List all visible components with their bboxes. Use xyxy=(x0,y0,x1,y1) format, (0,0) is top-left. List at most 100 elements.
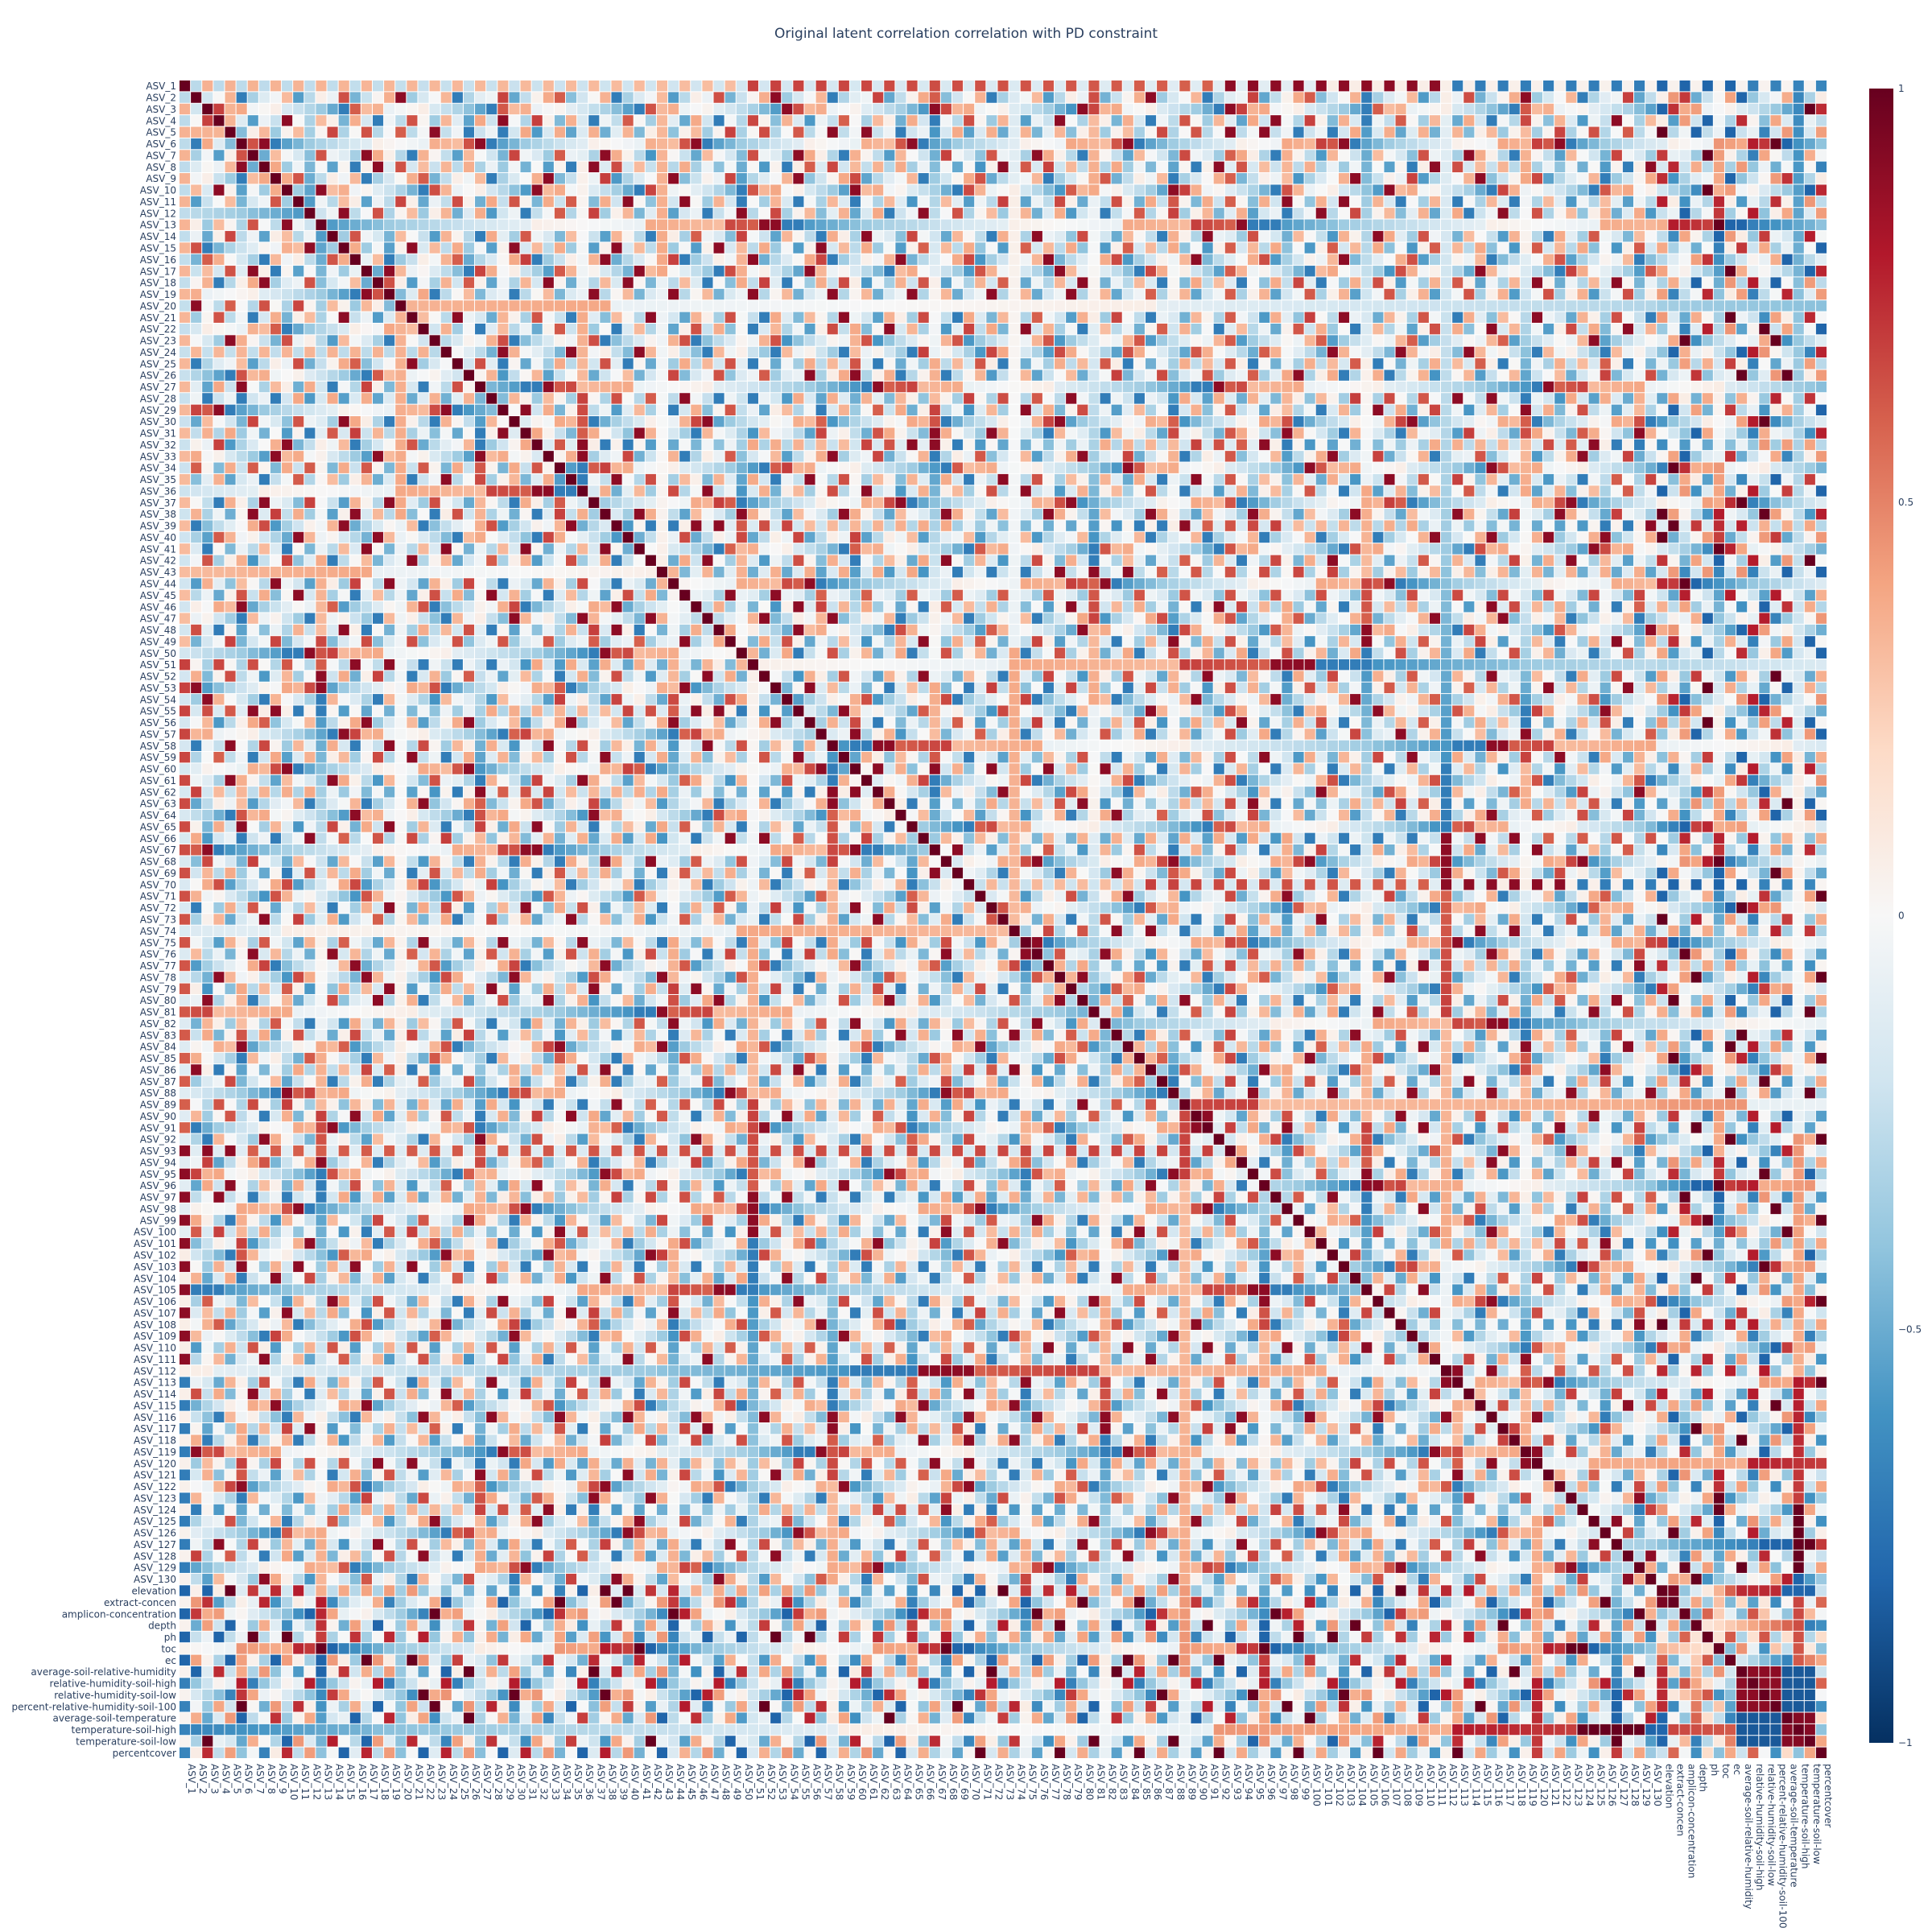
heatmap-cell xyxy=(1407,208,1418,218)
heatmap-cell xyxy=(1691,104,1702,114)
heatmap-cell xyxy=(611,231,621,242)
heatmap-cell xyxy=(259,440,270,450)
heatmap-cell xyxy=(1657,277,1667,287)
heatmap-cell xyxy=(1134,312,1145,323)
heatmap-cell xyxy=(623,220,634,230)
heatmap-cell xyxy=(1418,335,1429,345)
heatmap-cell xyxy=(828,416,838,427)
heatmap-cell xyxy=(782,92,792,102)
heatmap-cell xyxy=(816,451,827,461)
heatmap-cell xyxy=(373,277,383,287)
heatmap-cell xyxy=(282,184,292,195)
heatmap-cell xyxy=(1179,150,1190,160)
heatmap-cell xyxy=(350,416,361,427)
heatmap-cell xyxy=(395,150,406,160)
heatmap-cell xyxy=(270,382,281,392)
heatmap-cell xyxy=(679,312,690,323)
heatmap-cell xyxy=(714,173,724,184)
heatmap-cell xyxy=(1748,335,1758,345)
heatmap-cell xyxy=(282,277,292,287)
heatmap-cell xyxy=(1463,335,1474,345)
heatmap-cell xyxy=(1134,463,1145,473)
heatmap-cell xyxy=(1794,358,1804,369)
heatmap-cell xyxy=(1203,369,1213,380)
heatmap-cell xyxy=(1350,104,1360,114)
heatmap-cell xyxy=(1361,196,1372,207)
heatmap-cell xyxy=(350,162,361,172)
heatmap-cell xyxy=(555,138,565,149)
heatmap-cell xyxy=(1463,254,1474,265)
heatmap-cell xyxy=(1566,220,1576,230)
heatmap-cell xyxy=(1770,451,1781,461)
heatmap-cell xyxy=(1293,242,1303,253)
heatmap-cell xyxy=(1612,277,1622,287)
heatmap-cell xyxy=(464,335,474,345)
heatmap-cell xyxy=(952,369,963,380)
heatmap-cell xyxy=(1396,150,1406,160)
heatmap-cell xyxy=(770,382,781,392)
heatmap-cell xyxy=(1612,347,1622,357)
heatmap-cell xyxy=(486,173,497,184)
heatmap-cell xyxy=(770,231,781,242)
heatmap-cell xyxy=(1725,382,1736,392)
heatmap-cell xyxy=(1259,451,1269,461)
heatmap-cell xyxy=(407,115,417,126)
heatmap-cell xyxy=(1566,335,1576,345)
heatmap-cell xyxy=(588,347,599,357)
heatmap-cell xyxy=(1055,162,1065,172)
heatmap-cell xyxy=(714,451,724,461)
heatmap-cell xyxy=(919,405,929,415)
heatmap-cell xyxy=(1100,358,1111,369)
heatmap-cell xyxy=(1634,335,1645,345)
heatmap-cell xyxy=(202,196,213,207)
heatmap-cell xyxy=(646,427,656,438)
heatmap-cell xyxy=(1714,220,1724,230)
heatmap-cell xyxy=(759,312,770,323)
heatmap-cell xyxy=(839,80,849,91)
heatmap-cell xyxy=(1270,300,1281,311)
heatmap-cell xyxy=(691,196,701,207)
heatmap-cell xyxy=(1794,405,1804,415)
heatmap-cell xyxy=(668,440,679,450)
heatmap-cell xyxy=(430,369,440,380)
heatmap-cell xyxy=(191,440,201,450)
heatmap-cell xyxy=(588,369,599,380)
heatmap-cell xyxy=(1203,393,1213,403)
heatmap-cell xyxy=(793,451,803,461)
heatmap-cell xyxy=(1077,80,1088,91)
heatmap-cell xyxy=(1441,196,1451,207)
heatmap-cell xyxy=(623,369,634,380)
heatmap-cell xyxy=(1305,242,1315,253)
heatmap-cell xyxy=(1248,393,1258,403)
heatmap-cell xyxy=(1203,115,1213,126)
heatmap-cell xyxy=(634,416,645,427)
heatmap-cell xyxy=(282,115,292,126)
heatmap-cell xyxy=(1509,440,1520,450)
heatmap-cell xyxy=(1623,115,1633,126)
heatmap-cell xyxy=(588,289,599,299)
heatmap-cell xyxy=(1146,266,1156,276)
heatmap-cell xyxy=(737,92,747,102)
heatmap-cell xyxy=(509,427,519,438)
heatmap-cell xyxy=(1577,184,1587,195)
heatmap-cell xyxy=(1589,289,1600,299)
heatmap-cell xyxy=(1816,162,1827,172)
heatmap-cell xyxy=(828,405,838,415)
heatmap-cell xyxy=(986,138,997,149)
heatmap-cell xyxy=(1441,220,1451,230)
heatmap-cell xyxy=(1509,463,1520,473)
heatmap-cell xyxy=(213,173,224,184)
heatmap-cell xyxy=(1521,347,1531,357)
heatmap-cell xyxy=(1259,300,1269,311)
heatmap-cell xyxy=(464,369,474,380)
heatmap-cell xyxy=(850,416,861,427)
heatmap-cell xyxy=(1066,463,1076,473)
heatmap-cell xyxy=(1736,300,1747,311)
heatmap-cell xyxy=(407,184,417,195)
heatmap-cell xyxy=(1339,382,1349,392)
heatmap-cell xyxy=(213,196,224,207)
heatmap-cell xyxy=(452,347,463,357)
heatmap-cell xyxy=(646,324,656,334)
heatmap-cell xyxy=(1327,196,1338,207)
heatmap-cell xyxy=(1452,220,1463,230)
